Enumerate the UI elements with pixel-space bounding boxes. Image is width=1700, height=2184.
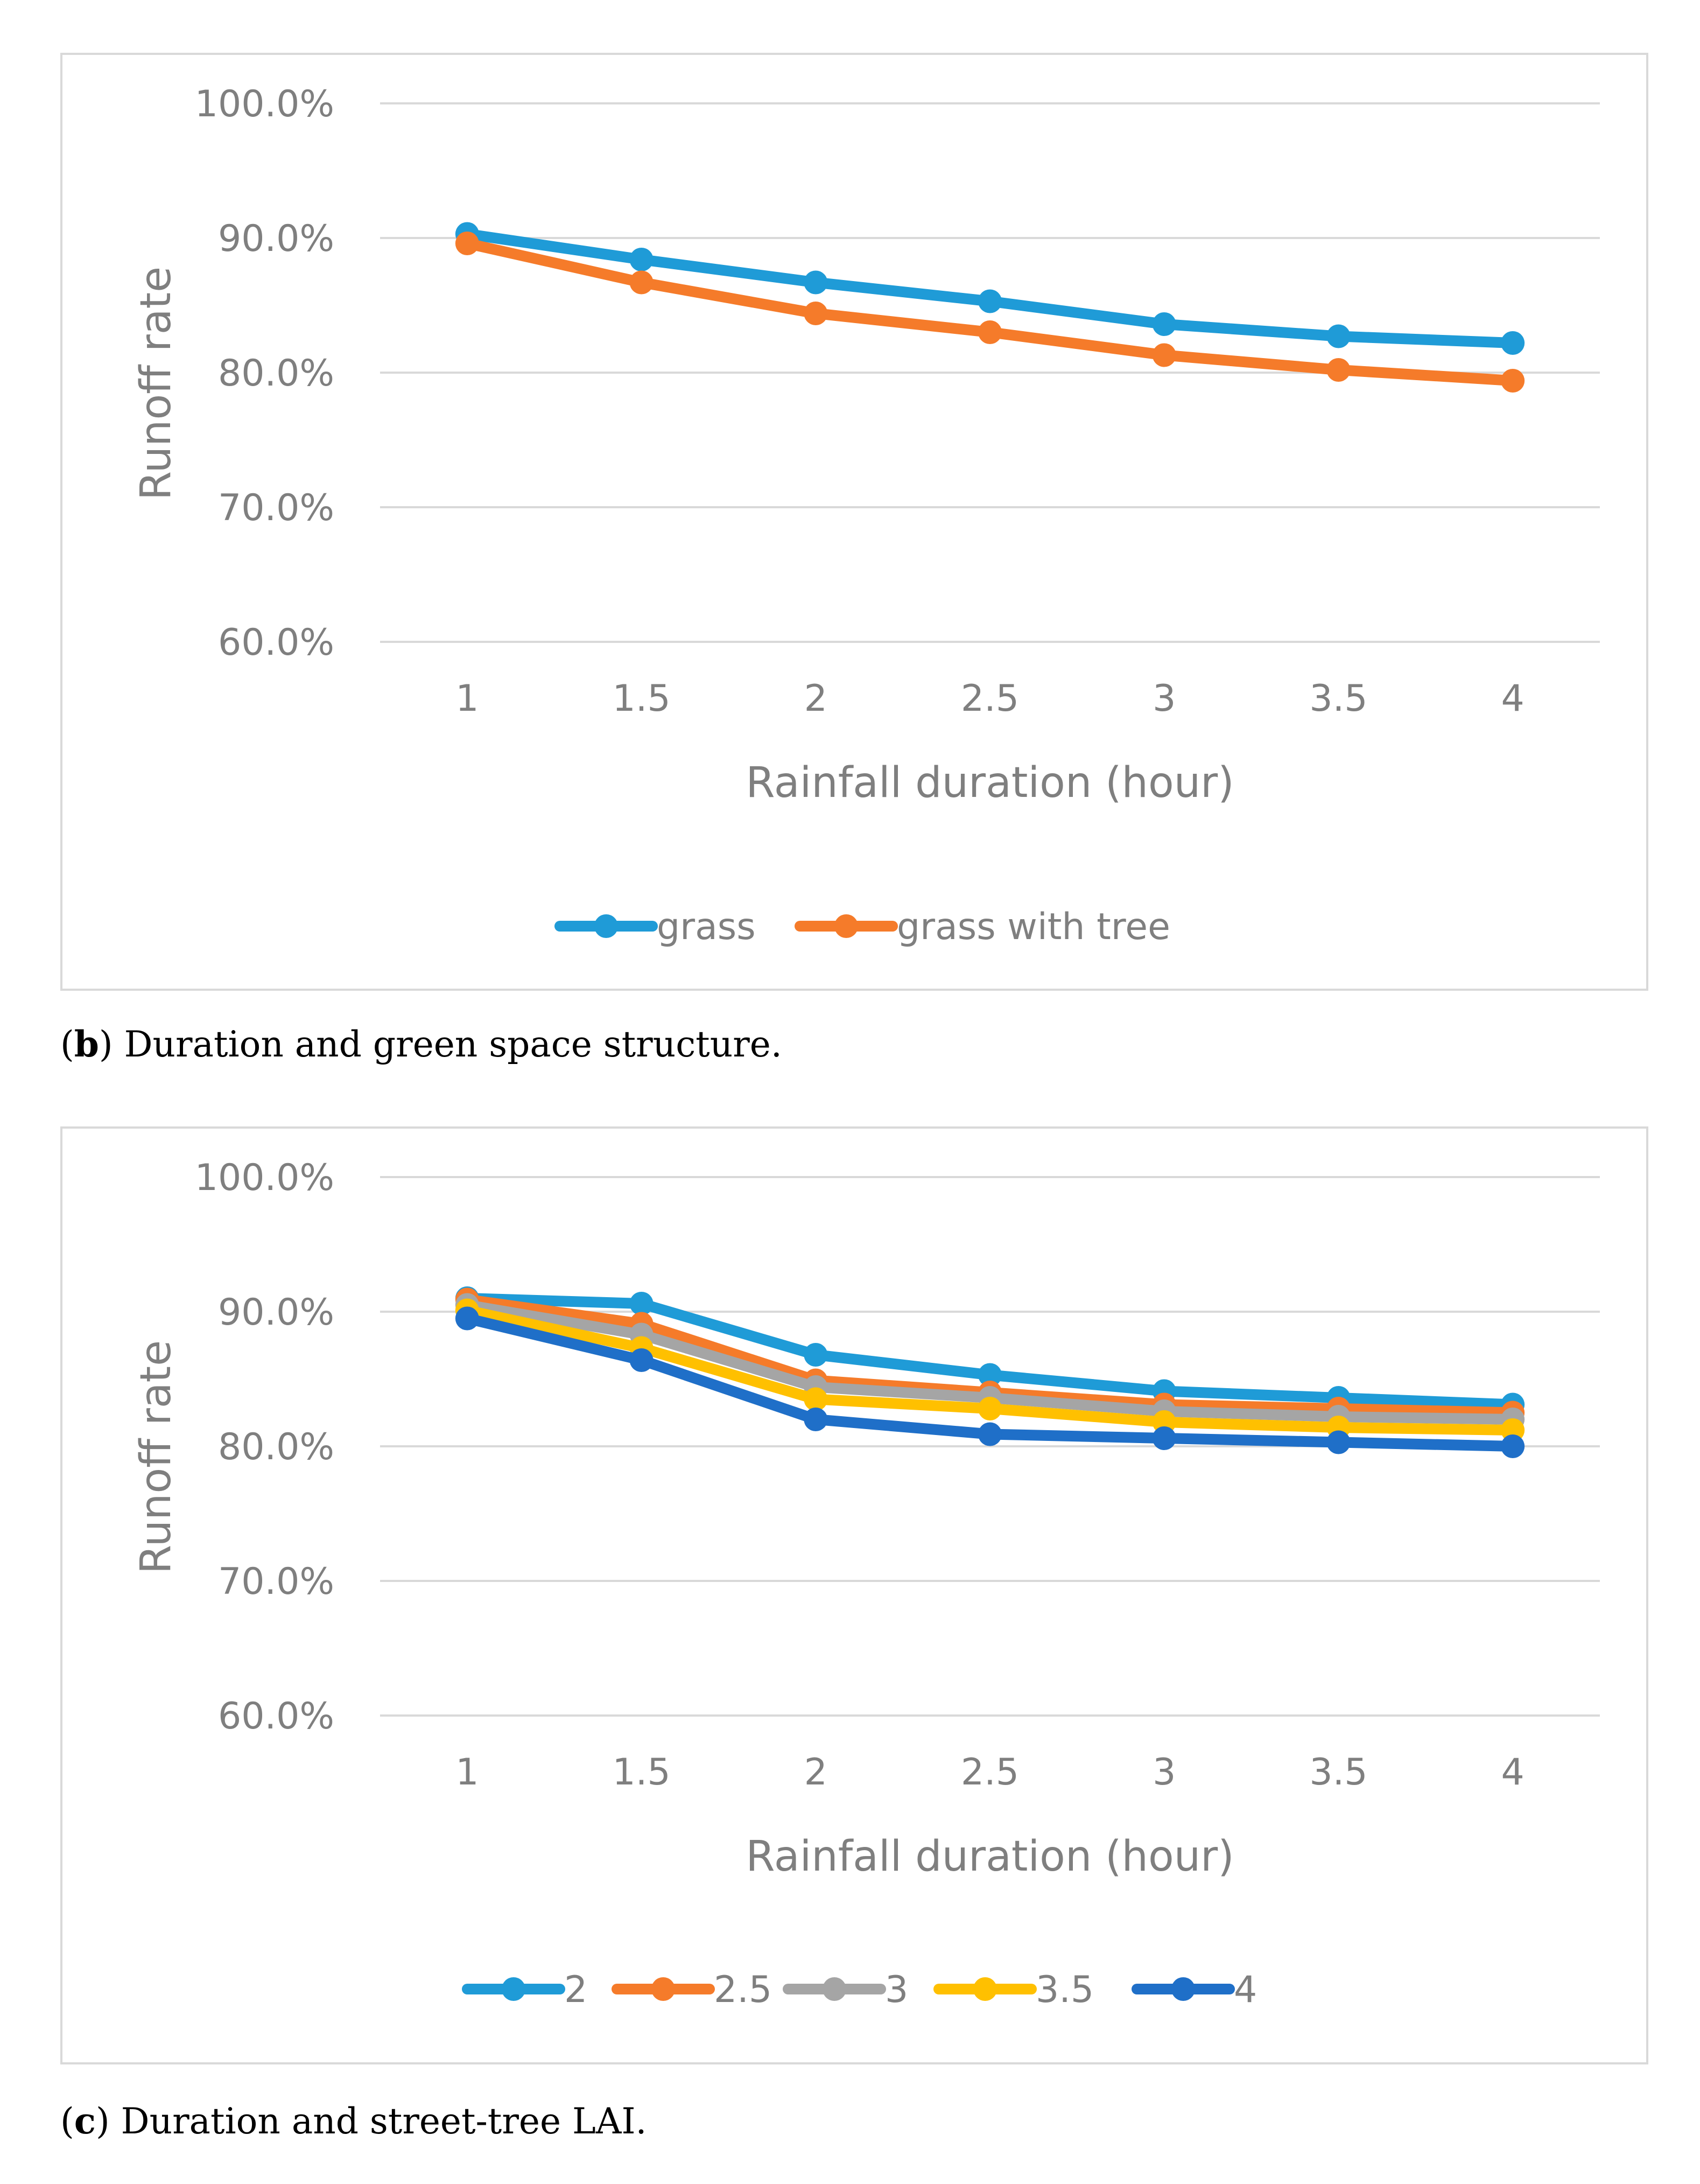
x-tick-label: 1 [455,677,479,720]
y-axis-title: Runoff rate [132,1340,180,1574]
y-tick-label: 60.0% [218,1695,334,1738]
data-point [804,1343,828,1367]
line-chart-c: 60.0% 70.0% 80.0% 90.0% 100.0% 1 1.5 2 2.5 3 3.5 4 R… [132,1157,1600,2011]
legend-marker [594,914,618,938]
y-tick-label: 60.0% [218,621,334,664]
data-point [804,302,828,325]
y-axis-title: Runoff rate [132,267,180,500]
data-point [978,1363,1002,1387]
caption-c: (c) Duration and street-tree LAI. [60,2100,647,2142]
y-tick-label: 70.0% [218,487,334,529]
caption-c-text: ) Duration and street-tree LAI. [95,2101,647,2142]
data-point [804,270,828,295]
chart-panel-b: 60.0% 70.0% 80.0% 90.0% 100.0% 1 1.5 2 2.5 3 3.5 4 R… [60,53,1648,991]
x-tick-label: 2.5 [961,677,1019,720]
y-tick-label: 80.0% [218,352,334,395]
legend-marker [651,1977,675,2001]
y-tick-label: 100.0% [195,1157,334,1199]
data-point [629,248,654,271]
data-point [1501,1434,1525,1458]
legend-marker [834,914,858,938]
x-tick-label: 3.5 [1309,1751,1367,1794]
x-tick-label: 3 [1153,677,1176,720]
y-tick-label: 90.0% [218,218,334,260]
data-point [455,1306,479,1331]
x-tick-label: 4 [1501,677,1525,720]
legend-marker [823,1977,846,2001]
x-tick-label: 1.5 [612,677,670,720]
data-point [1152,312,1176,336]
legend-label: grass with tree [897,906,1170,948]
x-tick-label: 1 [455,1751,479,1794]
legend-label: 2.5 [714,1969,772,2011]
data-point [1326,358,1351,382]
data-point [978,320,1002,344]
data-point [629,1292,654,1315]
x-axis-title: Rainfall duration (hour) [746,759,1234,807]
legend-label: 4 [1234,1969,1257,2011]
data-point [1501,369,1525,393]
data-point [1152,343,1176,367]
x-tick-label: 2.5 [961,1751,1019,1794]
caption-b-label: b [74,1023,99,1065]
data-point [804,1408,828,1431]
caption-b: (b) Duration and green space structure. [60,1023,782,1065]
legend-label: 3.5 [1036,1969,1094,2011]
legend-label: 2 [564,1969,587,2011]
data-point [1501,331,1525,355]
data-point [629,1348,654,1372]
data-point [1326,1430,1351,1454]
line-chart-b: 60.0% 70.0% 80.0% 90.0% 100.0% 1 1.5 2 2.5 3 3.5 4 R… [132,83,1600,948]
y-tick-label: 100.0% [195,83,334,125]
data-point [978,1422,1002,1446]
x-tick-label: 2 [804,1751,827,1794]
x-tick-label: 3 [1153,1751,1176,1794]
data-point [455,232,479,255]
legend-marker [1171,1977,1195,2001]
y-tick-label: 70.0% [218,1560,334,1603]
data-point [978,1397,1002,1420]
legend-marker [973,1977,997,2001]
data-point [1326,324,1351,348]
caption-b-text: ) Duration and green space structure. [99,1024,782,1065]
x-tick-label: 4 [1501,1751,1525,1794]
y-tick-label: 80.0% [218,1426,334,1468]
legend-label: grass [657,906,756,948]
y-tick-label: 90.0% [218,1291,334,1334]
data-point [978,289,1002,313]
chart-panel-c: 60.0% 70.0% 80.0% 90.0% 100.0% 1 1.5 2 2.5 3 3.5 4 R… [60,1126,1648,2064]
legend-label: 3 [885,1969,908,2011]
x-tick-label: 3.5 [1309,677,1367,720]
legend-marker [502,1977,525,2001]
x-tick-label: 1.5 [612,1751,670,1794]
x-tick-label: 2 [804,677,827,720]
data-point [629,270,654,295]
caption-c-label: c [74,2100,96,2142]
data-point [804,1387,828,1411]
x-axis-title: Rainfall duration (hour) [746,1832,1234,1881]
data-point [1152,1426,1176,1450]
